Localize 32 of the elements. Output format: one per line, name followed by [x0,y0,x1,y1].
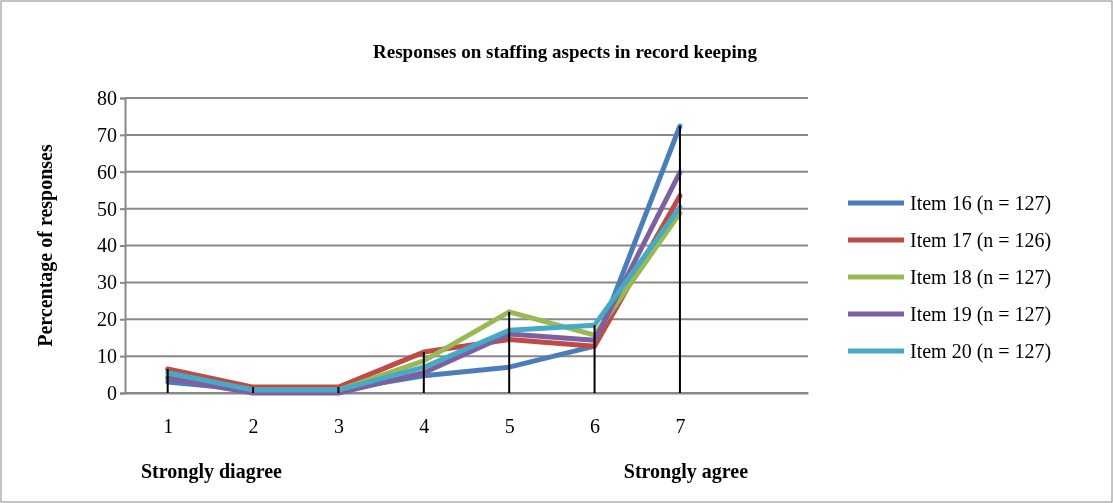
bar [252,387,255,393]
bar [422,352,425,393]
legend-label: Item 20 (n = 127) [910,340,1052,363]
bar [337,387,340,393]
y-tick-label: 60 [97,160,117,183]
legend-label: Item 18 (n = 127) [910,266,1052,289]
y-tick-label: 20 [97,308,117,331]
y-tick-label: 80 [97,86,117,109]
y-tick-label: 50 [97,197,117,220]
bar [593,325,596,393]
bar [166,369,169,393]
legend-label: Item 16 (n = 127) [910,192,1052,215]
x-tick-label: 1 [163,415,174,438]
y-tick-label: 30 [97,271,117,294]
x-tick-label: 4 [419,415,430,438]
y-tick-label: 10 [97,345,117,368]
legend-label: Item 17 (n = 126) [910,229,1052,252]
x-tick-label: 7 [675,415,686,438]
y-axis-title: Percentage of responses [34,144,57,347]
y-tick-label: 40 [97,234,117,257]
y-tick-label: 70 [97,123,117,146]
chart-title: Responses on staffing aspects in record keeping [373,41,758,62]
text: Strongly diagree [141,460,283,483]
x-tick-label: 5 [504,415,515,438]
x-tick-label: 3 [333,415,344,438]
bar [678,126,681,393]
y-tick-label: 0 [107,381,117,404]
x-tick-label: 2 [248,415,259,438]
text: Strongly agree [623,460,749,483]
x-tick-label: 6 [590,415,601,438]
bar [508,311,511,393]
legend-label: Item 19 (n = 127) [910,303,1052,326]
